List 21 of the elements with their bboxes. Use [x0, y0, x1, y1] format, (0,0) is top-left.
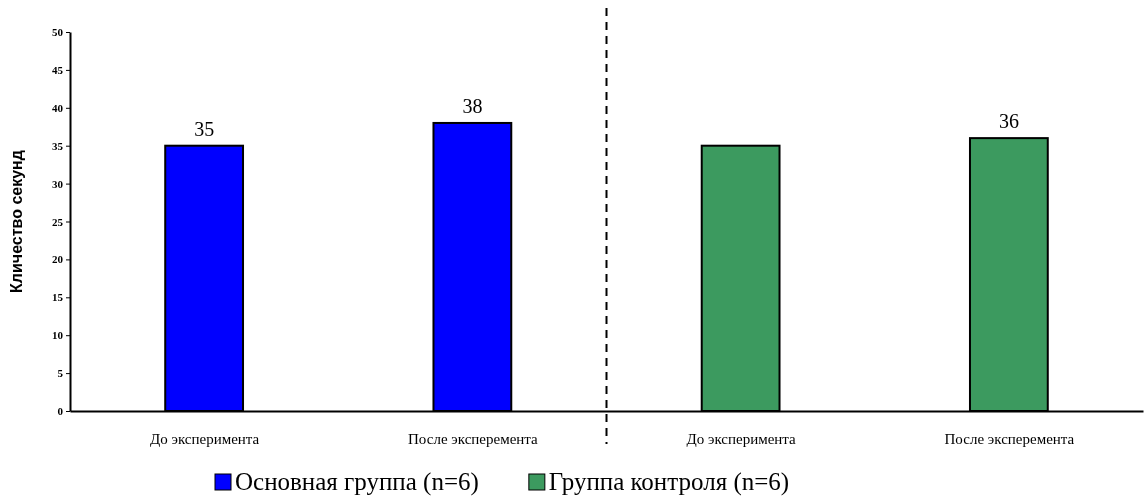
data-label: 36 [998, 110, 1019, 133]
y-tick-label: 30 [52, 177, 64, 190]
y-tick-label: 0 [57, 405, 64, 418]
y-tick-label: 50 [52, 26, 64, 39]
legend-label: Группа контроля (n=6) [548, 468, 790, 496]
data-label: 35 [194, 117, 215, 140]
legend-label: Основная группа (n=6) [235, 468, 479, 496]
x-tick-label: После эксперемента [408, 430, 539, 447]
y-tick-label: 20 [52, 253, 64, 266]
x-tick-label: До эксперимента [686, 430, 797, 447]
data-label: 38 [462, 94, 483, 117]
y-tick-label: 5 [57, 367, 64, 380]
y-tick-label: 45 [52, 63, 64, 76]
y-tick-label: 35 [52, 139, 64, 152]
x-tick-label: До эксперимента [149, 430, 260, 447]
y-axis-title: Кличество секунд [8, 150, 25, 293]
y-tick-label: 10 [52, 329, 64, 342]
y-tick-label: 15 [52, 291, 64, 304]
y-tick-label: 40 [52, 101, 64, 114]
y-tick-label: 25 [52, 215, 64, 228]
x-tick-label: После эксперемента [944, 430, 1075, 447]
